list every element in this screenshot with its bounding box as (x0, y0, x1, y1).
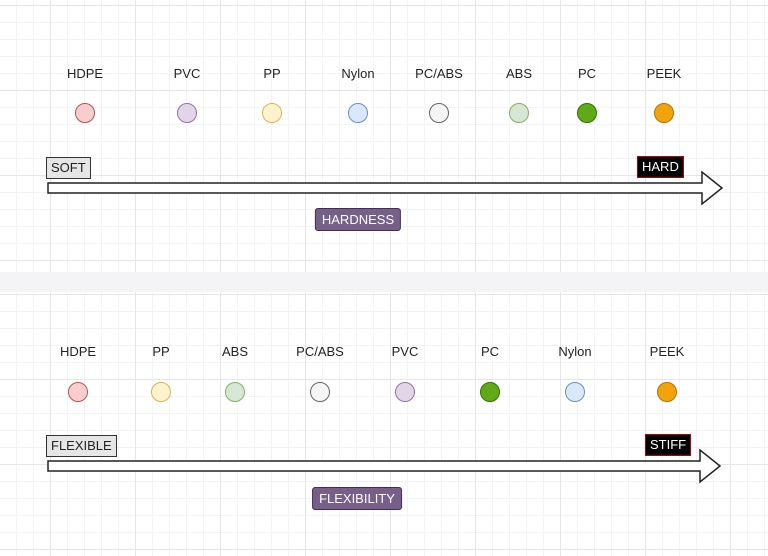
hardness-arrow (47, 170, 724, 206)
panel-separator (0, 272, 768, 292)
flexibility-material-dot (395, 382, 415, 402)
hardness-material-label: PEEK (646, 66, 682, 81)
flexibility-material-label: PC/ABS (296, 344, 344, 359)
hardness-material-label: ABS (505, 66, 533, 81)
hardness-material-label: PC (577, 66, 597, 81)
hard-tag: HARD (637, 156, 684, 178)
flexibility-material-label: HDPE (59, 344, 97, 359)
flexibility-material-label: PP (152, 344, 170, 359)
hardness-material-label: Nylon (341, 66, 375, 81)
hardness-panel: HDPE PVC PP Nylon PC/ABS ABS PC PEEK SOFT HARD … (0, 0, 768, 272)
flexibility-material-dot (310, 382, 330, 402)
flexibility-material-dot (480, 382, 500, 402)
hardness-material-dot (177, 103, 197, 123)
flexibility-material-dot (68, 382, 88, 402)
hardness-material-dot (577, 103, 597, 123)
hardness-caption: HARDNESS (314, 208, 402, 231)
flexibility-material-label: PEEK (649, 344, 685, 359)
hardness-material-label: PP (263, 66, 281, 81)
soft-tag: SOFT (46, 157, 91, 179)
flexibility-material-dot (657, 382, 677, 402)
flexibility-material-dot (565, 382, 585, 402)
hardness-material-label: PVC (173, 66, 201, 81)
hardness-material-dot (509, 103, 529, 123)
hardness-material-label: HDPE (66, 66, 104, 81)
flexible-tag: FLEXIBLE (46, 435, 117, 457)
flexibility-material-dot (151, 382, 171, 402)
flexibility-material-label: ABS (221, 344, 249, 359)
hardness-material-dot (429, 103, 449, 123)
hardness-material-dot (75, 103, 95, 123)
flexibility-material-label: PC (480, 344, 500, 359)
stiff-tag: STIFF (645, 434, 692, 456)
flexibility-material-label: PVC (391, 344, 419, 359)
flexibility-material-dot (225, 382, 245, 402)
flexibility-arrow (47, 448, 722, 484)
flexibility-material-label: Nylon (558, 344, 592, 359)
hardness-material-dot (262, 103, 282, 123)
hardness-material-dot (348, 103, 368, 123)
flexibility-panel: HDPE PP ABS PC/ABS PVC PC Nylon PEEK FLEXIBLE S… (0, 292, 768, 556)
hardness-material-label: PC/ABS (415, 66, 463, 81)
flexibility-caption: FLEXIBILITY (312, 487, 402, 510)
hardness-material-dot (654, 103, 674, 123)
